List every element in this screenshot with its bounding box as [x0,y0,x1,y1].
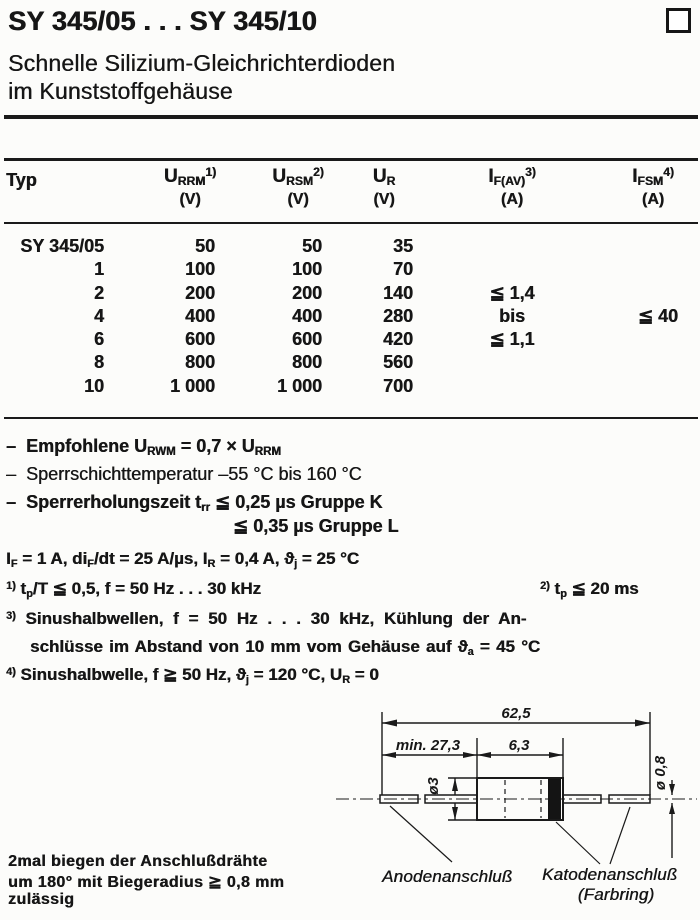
cell-typ: SY 345/05 [20,236,104,256]
dim-body-length: 6,3 [509,737,531,754]
cell-ursm: 100 [291,259,322,280]
table-row: 1 100 100 70 [0,259,700,282]
footnote-3-line2: schlüsse im Abstand von 10 mm vom Gehäus… [30,637,541,658]
dim-wire-diameter: ø 0,8 [652,755,669,790]
column-header-ifsm: IFSM4) (A) [608,166,698,209]
note-junction-temp: – Sperrschichttemperatur –55 °C bis 160 … [6,464,362,484]
table-row: SY 345/05 50 50 35 [0,236,700,259]
note-urwm: – Empfohlene URWM = 0,7 × URRM [6,436,281,458]
bend-note-line3: zulässig [8,891,75,908]
note-recovery-time-2: ≦ 0,35 µs Gruppe L [233,516,399,536]
column-header-urrm: URRM1) (V) [140,166,240,209]
footnote-2: 2) tp ≦ 20 ms [540,579,639,600]
cell-urrm: 800 [184,352,215,373]
cell-ifav: ≦ 1,4 [489,282,535,303]
cell-urrm: 400 [184,305,215,326]
cell-ur: 140 [382,282,413,303]
footnote-4: 4) Sinushalbwelle, f ≧ 50 Hz, ϑj = 120 °… [6,665,379,686]
subtitle-line2: im Kunststoffgehäuse [8,78,233,104]
footnote-conditions: IF = 1 A, diF/dt = 25 A/µs, IR = 0,4 A, … [6,549,360,570]
label-cathode: Katodenanschluß [542,865,678,884]
header-symbol: URRM1) [163,164,217,188]
cell-urrm: 600 [184,329,215,350]
cell-urrm: 1 000 [169,375,215,396]
cell-typ: 6 [93,329,104,350]
cell-ursm: 1 000 [276,375,322,396]
dim-lead-min-length: min. 27,3 [396,737,461,754]
cell-ursm: 400 [291,305,322,326]
column-header-ur: UR (V) [334,166,434,209]
header-symbol: IF(AV)3) [488,164,536,188]
cell-ur: 560 [382,352,413,373]
bend-note-line2: um 180° mit Biegeradius ≧ 0,8 mm [8,874,285,891]
label-anode: Anodenanschluß [382,867,513,886]
cell-urrm: 100 [184,259,215,280]
dim-overall-length: 62,5 [501,705,531,722]
header-unit: (A) [500,191,524,208]
cell-typ: 8 [93,352,104,373]
cell-ifsm: ≦ 40 [637,305,679,326]
column-header-ursm: URSM2) (V) [248,166,348,209]
header-unit: (V) [287,191,309,208]
leader-anode [389,805,453,863]
header-symbol: URSM2) [272,164,324,188]
cell-ur: 420 [382,329,413,350]
header-symbol: IFSM4) [632,164,674,188]
table-rows: SY 345/05 50 50 35 1 100 100 70 2 200 200 140 ≦ 1,4 4… [0,236,700,399]
page-title: SY 345/05 . . . SY 345/10 [8,6,317,36]
corner-square-icon [666,8,691,33]
table-row: 4 400 400 280 bis ≦ 40 [0,306,700,329]
cell-ursm: 800 [291,352,322,373]
dim-body-diameter: ø3 [425,777,442,795]
cell-urrm: 200 [184,282,215,303]
rule-table-bottom [4,417,698,419]
cell-ur: 700 [382,375,413,396]
column-header-ifav: IF(AV)3) (A) [462,166,562,209]
header-symbol: UR [372,166,396,188]
subtitle-line1: Schnelle Silizium-Gleichrichterdioden [8,50,396,76]
table-row: 8 800 800 560 [0,352,700,375]
cell-ur: 35 [392,236,413,256]
header-unit: (A) [641,191,665,208]
header-unit: (V) [373,191,395,208]
bend-note-line1: 2mal biegen der Anschlußdrähte [8,853,268,870]
package-drawing: 62,5 min. 27,3 6,3 ø3 ø 0,8 [336,705,697,865]
cell-ifav: bis [498,305,525,326]
dimension-arrowheads [382,719,675,820]
cell-typ: 4 [93,305,104,326]
cell-ursm: 200 [291,282,322,303]
footnote-1: 1) tp/T ≦ 0,5, f = 50 Hz . . . 30 kHz [6,579,261,600]
rule-table-top [4,158,698,161]
note-recovery-time: – Sperrerholungszeit trr ≦ 0,25 µs Grupp… [6,492,383,514]
cell-urrm: 50 [194,236,215,256]
leader-cathode-band [555,821,601,865]
rule-header-bottom [4,222,698,224]
cell-ifav: ≦ 1,1 [489,329,535,350]
leader-cathode-lead [609,806,631,865]
table-row: 2 200 200 140 ≦ 1,4 [0,283,700,306]
header-unit: (V) [179,191,201,208]
table-row: 6 600 600 420 ≦ 1,1 [0,329,700,352]
cell-typ: 10 [83,375,104,396]
rule-under-subtitle [4,115,698,119]
table-row: 10 1 000 1 000 700 [0,376,700,399]
footnote-3-line1: 3) Sinushalbwellen, f = 50 Hz . . . 30 k… [6,609,527,628]
cathode-band [548,779,561,819]
cell-ur: 280 [382,305,413,326]
cell-typ: 1 [93,259,104,280]
cell-ursm: 50 [301,236,322,256]
cell-ur: 70 [392,259,413,280]
cell-ursm: 600 [291,329,322,350]
column-header-typ: Typ [6,170,37,190]
label-cathode-farbring: (Farbring) [577,885,655,904]
cell-typ: 2 [93,282,104,303]
